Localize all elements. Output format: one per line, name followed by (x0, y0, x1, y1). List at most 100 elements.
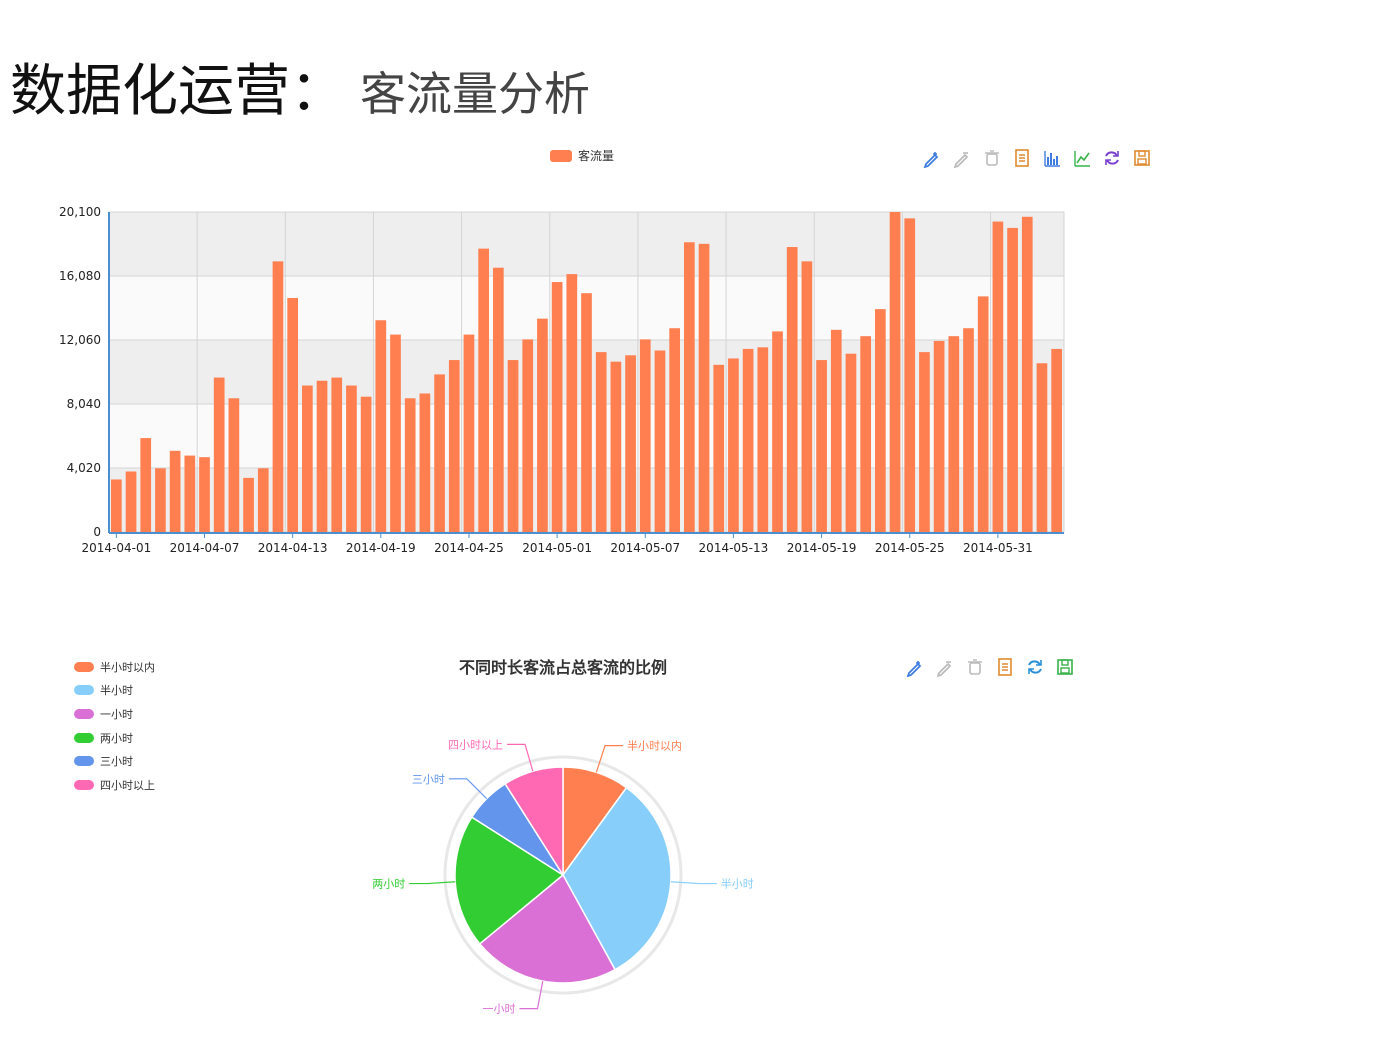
bar[interactable] (875, 309, 886, 532)
pie-legend-item[interactable]: 两小时 (74, 726, 155, 750)
bar[interactable] (228, 398, 240, 532)
bar[interactable] (140, 438, 152, 532)
bar[interactable] (507, 360, 519, 532)
bar[interactable] (919, 352, 930, 532)
bar[interactable] (625, 355, 636, 532)
save-button[interactable] (1053, 655, 1077, 679)
pie-legend-item[interactable]: 一小时 (74, 702, 155, 726)
bar[interactable] (493, 267, 504, 532)
bar[interactable] (801, 261, 813, 532)
bar[interactable] (1051, 348, 1062, 532)
bar[interactable] (639, 339, 651, 532)
pencil-mark-button[interactable] (920, 146, 944, 170)
refresh-button[interactable] (1100, 146, 1124, 170)
bar-chart-button[interactable] (1040, 146, 1064, 170)
pie-legend-item[interactable]: 半小时 (74, 679, 155, 703)
bar[interactable] (375, 320, 387, 532)
bar[interactable] (992, 221, 1004, 532)
bar[interactable] (360, 396, 372, 532)
bar[interactable] (551, 282, 563, 532)
bar[interactable] (463, 334, 475, 532)
bar[interactable] (287, 297, 298, 532)
grid-band (109, 404, 1064, 468)
pie-legend-item[interactable]: 四小时以上 (74, 773, 155, 797)
bar[interactable] (610, 361, 622, 532)
bar[interactable] (478, 248, 489, 532)
bar[interactable] (1021, 216, 1033, 532)
bar[interactable] (522, 339, 534, 532)
slide-title-sub: 客流量分析 (360, 67, 590, 121)
bar[interactable] (1036, 363, 1048, 532)
bar[interactable] (713, 364, 725, 532)
bar[interactable] (889, 212, 901, 532)
pencil-erase-button[interactable] (950, 146, 974, 170)
bar[interactable] (331, 377, 343, 532)
bar[interactable] (904, 218, 916, 532)
bar[interactable] (257, 468, 269, 532)
pie-legend-label: 半小时以内 (100, 660, 155, 674)
bar[interactable] (184, 455, 196, 532)
bar[interactable] (742, 348, 754, 532)
bar[interactable] (419, 393, 431, 532)
bar[interactable] (654, 350, 666, 532)
pie-label-line (507, 743, 534, 772)
pie-legend-item[interactable]: 三小时 (74, 749, 155, 773)
bar[interactable] (728, 358, 739, 532)
bar[interactable] (537, 318, 548, 532)
bar[interactable] (948, 336, 960, 532)
pie-slice[interactable] (478, 873, 617, 984)
pie-slice[interactable] (562, 766, 628, 878)
bar[interactable] (1007, 227, 1018, 532)
trash-button[interactable] (963, 655, 987, 679)
bar[interactable] (830, 329, 842, 532)
bar[interactable] (448, 360, 460, 532)
trash-button[interactable] (980, 146, 1004, 170)
pie-slice[interactable] (454, 816, 565, 945)
bar[interactable] (125, 471, 137, 532)
bar[interactable] (566, 274, 578, 532)
bar[interactable] (757, 347, 769, 532)
bar[interactable] (816, 360, 827, 532)
pie-label-line (448, 778, 488, 800)
bar[interactable] (595, 352, 607, 532)
bar[interactable] (272, 261, 284, 532)
bar[interactable] (581, 293, 592, 532)
trash-icon (985, 150, 999, 166)
bar[interactable] (199, 457, 210, 532)
bar[interactable] (963, 328, 974, 532)
bar[interactable] (786, 247, 798, 532)
bar[interactable] (772, 331, 783, 532)
bar[interactable] (390, 334, 401, 532)
refresh-button[interactable] (1023, 655, 1047, 679)
bar[interactable] (111, 479, 122, 532)
line-chart-button[interactable] (1070, 146, 1094, 170)
pie-slice[interactable] (504, 766, 564, 878)
save-button[interactable] (1130, 146, 1154, 170)
bar[interactable] (404, 398, 416, 532)
bar[interactable] (434, 374, 445, 532)
bar[interactable] (860, 336, 871, 532)
pie-legend-item[interactable]: 半小时以内 (74, 655, 155, 679)
bar[interactable] (977, 296, 989, 532)
bar[interactable] (169, 450, 181, 532)
bar-series (111, 212, 1062, 532)
pencil-mark-button[interactable] (903, 655, 927, 679)
bar[interactable] (213, 377, 225, 532)
bar-chart-legend[interactable]: 客流量 (550, 147, 614, 164)
bar[interactable] (302, 385, 313, 532)
pencil-erase-button[interactable] (933, 655, 957, 679)
bar[interactable] (155, 468, 166, 532)
bar[interactable] (933, 340, 945, 532)
bar[interactable] (669, 328, 680, 532)
bar[interactable] (316, 380, 328, 532)
pie-slice[interactable] (470, 782, 564, 876)
data-view-button[interactable] (1010, 146, 1034, 170)
bar[interactable] (845, 353, 857, 532)
bar[interactable] (346, 385, 357, 532)
pie-slice[interactable] (562, 786, 672, 971)
bar[interactable] (243, 477, 254, 532)
bar[interactable] (698, 243, 710, 532)
bar[interactable] (684, 242, 695, 532)
data-view-button[interactable] (993, 655, 1017, 679)
